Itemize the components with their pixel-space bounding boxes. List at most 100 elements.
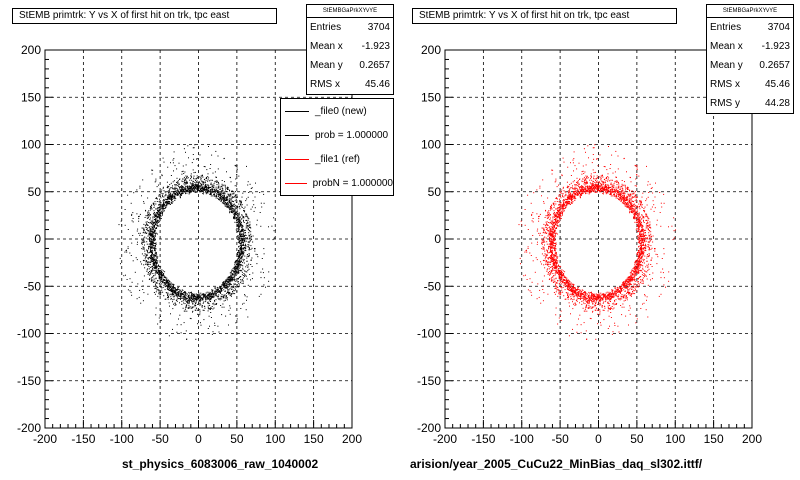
data-point <box>552 217 554 219</box>
data-point <box>181 291 183 293</box>
data-point <box>157 207 159 209</box>
data-point <box>224 197 226 198</box>
data-point <box>240 244 242 246</box>
data-point <box>150 250 152 252</box>
data-point <box>150 243 152 245</box>
data-point <box>164 276 166 278</box>
data-point <box>224 283 225 285</box>
data-point <box>235 229 237 231</box>
data-point <box>245 250 247 252</box>
data-point <box>239 249 241 251</box>
data-point <box>151 231 153 233</box>
data-point <box>191 185 193 187</box>
data-point <box>227 205 229 207</box>
data-point <box>182 189 183 191</box>
data-point <box>184 182 186 184</box>
data-point <box>195 181 197 183</box>
data-point <box>211 294 213 296</box>
data-point <box>624 294 626 296</box>
data-point <box>151 229 153 231</box>
data-point <box>154 259 155 261</box>
data-point <box>231 200 233 202</box>
data-point <box>241 236 243 238</box>
data-point <box>176 324 178 326</box>
data-point <box>214 300 216 302</box>
data-point <box>156 221 157 223</box>
data-point <box>167 203 169 205</box>
data-point <box>147 197 149 199</box>
data-point <box>129 278 131 280</box>
data-point <box>248 247 250 249</box>
data-point <box>241 264 243 266</box>
data-point <box>223 184 225 186</box>
data-point <box>160 272 162 274</box>
data-point <box>227 189 228 190</box>
data-point <box>247 316 249 318</box>
data-point <box>176 292 178 294</box>
data-point <box>588 300 590 302</box>
data-point <box>142 280 144 282</box>
data-point <box>157 280 159 282</box>
data-point <box>240 282 242 284</box>
data-point <box>148 273 150 275</box>
data-point <box>181 187 183 189</box>
data-point <box>592 184 594 186</box>
data-point <box>618 183 620 185</box>
data-point <box>131 214 133 216</box>
data-point <box>625 281 627 283</box>
data-point <box>182 300 184 302</box>
data-point <box>227 187 229 189</box>
data-point <box>242 230 244 232</box>
data-point <box>214 194 215 196</box>
stats-label: RMS x <box>310 79 340 90</box>
data-point <box>193 147 195 149</box>
data-point <box>662 272 664 274</box>
data-point <box>188 291 190 293</box>
data-point <box>158 209 160 211</box>
data-point <box>179 314 181 316</box>
data-point <box>246 260 248 262</box>
data-point <box>199 296 201 298</box>
data-point <box>232 278 234 280</box>
data-point <box>167 298 169 300</box>
data-point <box>162 211 164 213</box>
data-point <box>171 198 173 200</box>
data-point <box>194 171 196 173</box>
data-point <box>184 184 186 186</box>
data-point <box>207 302 209 304</box>
data-point <box>555 291 557 293</box>
data-point <box>196 298 198 300</box>
data-point <box>237 207 239 209</box>
stats-label: Entries <box>310 22 342 33</box>
data-point <box>235 262 237 264</box>
data-point <box>152 273 154 274</box>
data-point <box>147 213 149 215</box>
data-point <box>151 244 153 245</box>
data-point <box>172 292 173 294</box>
data-point <box>243 231 245 233</box>
data-point <box>630 278 632 279</box>
data-point <box>238 214 240 216</box>
data-point <box>177 295 179 297</box>
data-point <box>634 206 636 208</box>
data-point <box>178 291 180 293</box>
data-point <box>239 236 241 238</box>
data-point <box>574 193 576 195</box>
data-point <box>595 187 597 189</box>
data-point <box>154 181 156 183</box>
data-point <box>218 194 220 196</box>
data-point <box>239 225 241 227</box>
data-point <box>167 282 169 284</box>
data-point <box>160 266 162 268</box>
data-point <box>158 204 160 206</box>
left-legend: _file0 (new) prob = 1.000000 _file1 (ref) p… <box>280 98 394 196</box>
data-point <box>229 199 231 201</box>
data-point <box>617 155 619 157</box>
data-point <box>161 287 163 289</box>
data-point <box>234 264 236 266</box>
data-point <box>167 286 169 288</box>
data-point <box>233 266 235 268</box>
data-point <box>592 293 594 295</box>
data-point <box>238 206 240 208</box>
data-point <box>564 286 566 288</box>
